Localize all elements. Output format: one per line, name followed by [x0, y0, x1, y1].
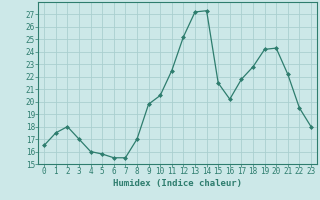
X-axis label: Humidex (Indice chaleur): Humidex (Indice chaleur) [113, 179, 242, 188]
